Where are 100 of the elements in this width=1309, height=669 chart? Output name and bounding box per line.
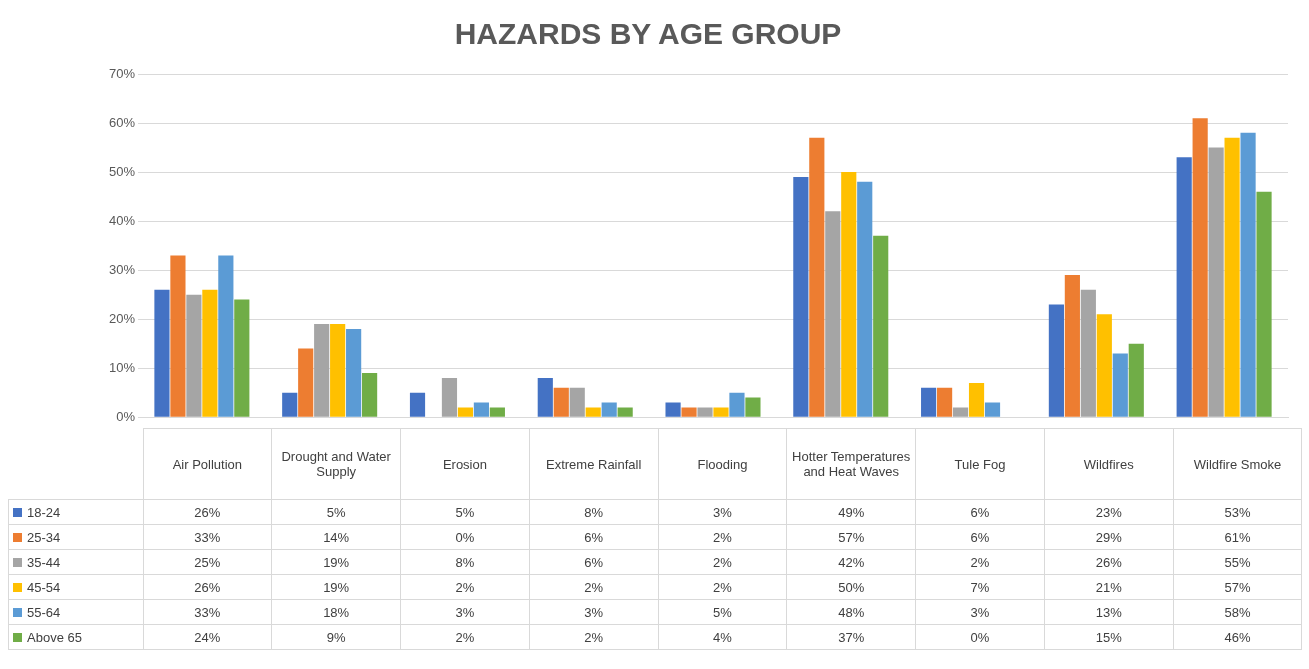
data-label: 2% (658, 549, 787, 575)
bar (873, 235, 889, 417)
x-tick-label: Wildfire Smoke (1173, 428, 1302, 500)
x-tick-label: Tule Fog (915, 428, 1045, 500)
bar (218, 255, 234, 417)
data-label: 5% (658, 599, 787, 625)
bar (202, 289, 218, 417)
bar (617, 407, 633, 417)
data-label: 5% (271, 499, 401, 525)
bar (921, 387, 937, 417)
data-label: 46% (1173, 624, 1302, 650)
data-label: 7% (915, 574, 1045, 600)
data-label: 6% (915, 499, 1045, 525)
bar (154, 289, 170, 417)
bar (937, 387, 953, 417)
data-label: 15% (1044, 624, 1174, 650)
y-tick-label: 10% (108, 359, 136, 375)
bar (1048, 304, 1064, 417)
data-label: 58% (1173, 599, 1302, 625)
bar (952, 407, 969, 417)
bar (729, 392, 745, 417)
bar (1240, 132, 1256, 417)
x-tick-label: Erosion (400, 428, 530, 500)
data-label: 8% (400, 549, 530, 575)
legend-label: 55-64 (8, 599, 143, 625)
bar (186, 294, 202, 417)
data-label: 2% (658, 574, 787, 600)
bar (665, 402, 681, 417)
bar (1192, 118, 1208, 417)
data-label: 48% (786, 599, 916, 625)
data-label: 21% (1044, 574, 1174, 600)
y-tick-label: 40% (108, 212, 136, 228)
bar (362, 373, 378, 417)
bar (1096, 314, 1112, 417)
x-tick-label: Flooding (658, 428, 787, 500)
bar (697, 407, 713, 417)
data-label: 26% (143, 574, 272, 600)
data-label: 25% (143, 549, 272, 575)
x-tick-label: Extreme Rainfall (529, 428, 659, 500)
data-label: 55% (1173, 549, 1302, 575)
data-label: 5% (400, 499, 530, 525)
legend-label: 18-24 (8, 499, 143, 525)
data-label: 6% (915, 524, 1045, 550)
bar (330, 324, 346, 417)
bar (489, 407, 505, 417)
data-label: 4% (658, 624, 787, 650)
data-label: 57% (1173, 574, 1302, 600)
data-label: 26% (143, 499, 272, 525)
bar (441, 377, 458, 417)
legend-label: 25-34 (8, 524, 143, 550)
bar (409, 392, 426, 417)
data-label: 33% (143, 524, 272, 550)
bar (841, 172, 857, 417)
bar (298, 348, 314, 417)
data-label: 0% (915, 624, 1045, 650)
y-tick-label: 60% (108, 114, 136, 130)
data-label: 9% (271, 624, 401, 650)
bar (457, 407, 474, 417)
legend-label: Above 65 (8, 624, 143, 650)
chart-title: HAZARDS BY AGE GROUP (454, 17, 842, 51)
data-label: 53% (1173, 499, 1302, 525)
x-tick-label: Air Pollution (143, 428, 272, 500)
bar (569, 387, 585, 417)
bar (1256, 191, 1272, 417)
data-label: 13% (1044, 599, 1174, 625)
bar (170, 255, 186, 417)
y-tick-label: 0% (116, 408, 136, 424)
data-label: 23% (1044, 499, 1174, 525)
data-label: 3% (400, 599, 530, 625)
data-label: 6% (529, 549, 659, 575)
data-label: 2% (400, 624, 530, 650)
data-label: 2% (529, 574, 659, 600)
data-label: 2% (915, 549, 1045, 575)
bar (1112, 353, 1128, 417)
x-tick-label: Drought and Water Supply (271, 428, 401, 500)
bar (1128, 343, 1144, 417)
data-label: 3% (658, 499, 787, 525)
bar (346, 328, 362, 417)
data-label: 14% (271, 524, 401, 550)
y-tick-label: 70% (108, 65, 136, 81)
bar (857, 181, 873, 417)
data-label: 3% (529, 599, 659, 625)
bar (745, 397, 761, 417)
bar (1224, 137, 1240, 417)
data-label: 29% (1044, 524, 1174, 550)
bar (537, 377, 553, 417)
data-label: 49% (786, 499, 916, 525)
data-label: 18% (271, 599, 401, 625)
data-label: 37% (786, 624, 916, 650)
legend-label: 35-44 (8, 549, 143, 575)
bar (1176, 157, 1192, 417)
data-label: 57% (786, 524, 916, 550)
data-label: 8% (529, 499, 659, 525)
y-tick-label: 50% (108, 163, 136, 179)
bar (282, 392, 298, 417)
bar (1064, 275, 1080, 417)
bar (1080, 289, 1096, 417)
data-label: 42% (786, 549, 916, 575)
bar (825, 211, 841, 417)
bar (984, 402, 1001, 417)
